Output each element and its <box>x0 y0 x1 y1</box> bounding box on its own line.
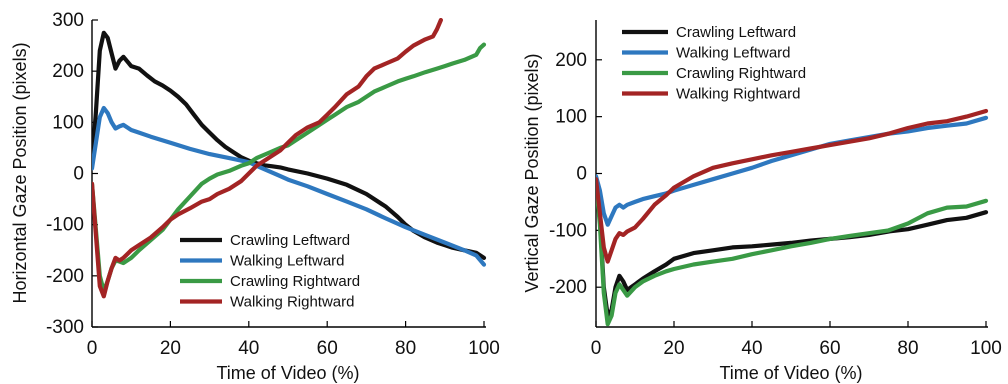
right-series-walking-rightward-line <box>596 108 989 264</box>
left-x-axis-title: Time of Video (%) <box>216 363 359 383</box>
right-y-axis-title: Vertical Gaze Position (pixels) <box>522 53 542 292</box>
right-x-tick-label: 0 <box>591 338 602 359</box>
right-x-tick-label: 80 <box>897 338 918 359</box>
left-legend-label-crawling-leftward: Crawling Leftward <box>230 232 350 249</box>
right-legend-label-crawling-leftward: Crawling Leftward <box>676 24 796 41</box>
right-x-tick-label: 100 <box>970 338 1002 359</box>
right-y-tick-label: -100 <box>549 220 587 241</box>
right-legend-label-walking-leftward: Walking Leftward <box>676 45 791 62</box>
left-legend-label-crawling-rightward: Crawling Rightward <box>230 273 360 290</box>
left-y-tick-label: 100 <box>52 112 84 133</box>
left-y-tick-label: 200 <box>52 61 84 82</box>
left-legend-label-walking-rightward: Walking Rightward <box>230 294 355 311</box>
left-x-tick-label: 100 <box>468 338 500 359</box>
right-legend-label-crawling-rightward: Crawling Rightward <box>676 65 806 82</box>
right-y-tick-label: -200 <box>549 277 587 298</box>
left-x-tick-label: 20 <box>160 338 181 359</box>
left-series-walking-leftward-line <box>92 105 487 267</box>
right-y-tick-label: 0 <box>576 164 587 185</box>
left-x-tick-label: 0 <box>87 338 98 359</box>
left-y-tick-label: -300 <box>46 317 84 338</box>
right-series-crawling-rightward-line <box>596 179 989 327</box>
left-x-tick-label: 40 <box>238 338 259 359</box>
left-x-tick-label: 80 <box>395 338 416 359</box>
left-y-tick-label: 0 <box>73 164 84 185</box>
left-y-tick-label: 300 <box>52 10 84 31</box>
right-legend-label-walking-rightward: Walking Rightward <box>676 86 801 103</box>
left-y-tick-label: -200 <box>46 266 84 287</box>
left-y-axis-title: Horizontal Gaze Position (pixels) <box>10 42 30 303</box>
right-x-tick-label: 40 <box>741 338 762 359</box>
right-y-tick-label: 100 <box>555 107 587 128</box>
left-series-walking-rightward-line <box>92 18 443 299</box>
right-x-tick-label: 60 <box>819 338 840 359</box>
right-x-axis-title: Time of Video (%) <box>719 363 862 383</box>
left-y-tick-label: -100 <box>46 215 84 236</box>
right-y-tick-label: 200 <box>555 50 587 71</box>
left-x-tick-label: 60 <box>317 338 338 359</box>
right-x-tick-label: 20 <box>663 338 684 359</box>
left-series-crawling-rightward-line <box>92 42 487 294</box>
left-legend-label-walking-leftward: Walking Leftward <box>230 253 345 270</box>
right-series-walking-leftward-line <box>596 115 989 227</box>
